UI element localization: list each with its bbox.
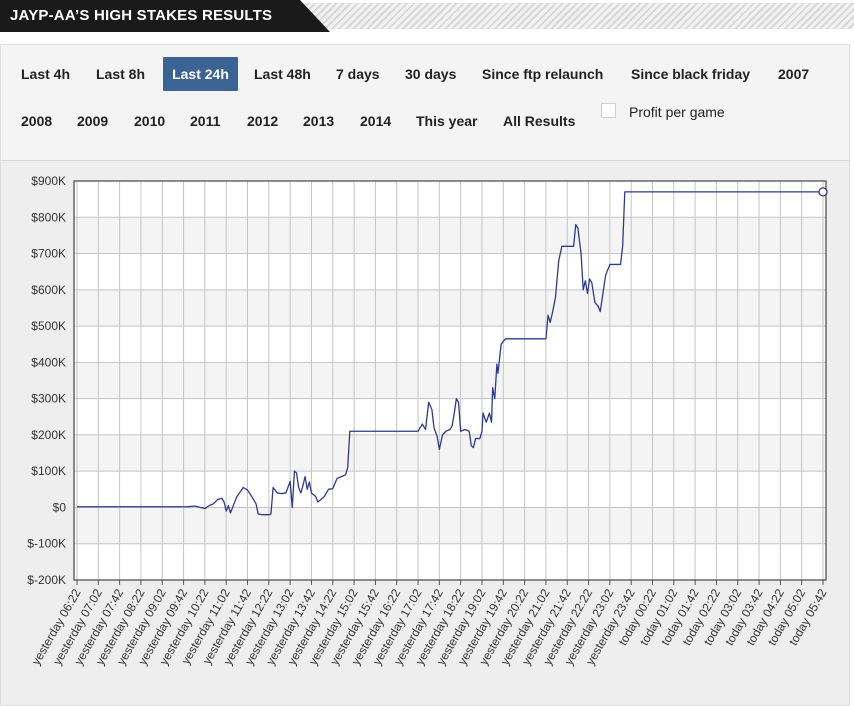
filter-2010[interactable]: 2010 [134,113,166,129]
filter-all-results[interactable]: All Results [503,113,576,129]
plot-border [73,180,827,581]
y-tick-label: $0 [53,500,67,514]
y-tick-label: $700K [31,247,66,261]
y-tick-label: $500K [31,319,66,333]
y-tick-label: $300K [31,392,66,406]
filter-7-days[interactable]: 7 days [336,66,380,82]
plot-band [74,217,826,254]
filter-last-48h[interactable]: Last 48h [254,66,311,82]
profit-per-game-label: Profit per game [629,104,725,120]
filter-30-days[interactable]: 30 days [405,66,457,82]
chart-grid [73,180,827,585]
filter-2011[interactable]: 2011 [190,113,221,129]
series-end-point [818,187,828,197]
filter-2013[interactable]: 2013 [303,113,335,129]
filter-2007[interactable]: 2007 [778,66,810,82]
title-tab: JAYP-AA’S HIGH STAKES RESULTS [0,0,330,32]
series-line [77,191,823,516]
filter-last-4h[interactable]: Last 4h [21,66,71,82]
title-bar: JAYP-AA’S HIGH STAKES RESULTS [0,0,854,32]
plot-band [74,471,826,508]
plot-band [74,253,826,290]
y-tick-label: $900K [31,174,66,188]
profit-per-game-checkbox[interactable] [601,103,616,118]
filter-2014[interactable]: 2014 [360,113,392,129]
plot-band [74,543,826,580]
y-tick-label: $100K [31,464,66,478]
page-title: JAYP-AA’S HIGH STAKES RESULTS [10,7,273,24]
plot-band [74,181,826,218]
y-tick-label: $800K [31,210,66,224]
plot-band [74,289,826,327]
plot-band [74,326,826,363]
plot-background [74,181,826,580]
filter-2009[interactable]: 2009 [77,113,109,129]
filter-2012[interactable]: 2012 [247,113,279,129]
chart-series [77,187,828,516]
filter-this-year[interactable]: This year [416,113,478,129]
y-tick-label: $-200K [27,573,66,587]
plot-band [74,507,826,544]
y-tick-label: $200K [31,428,66,442]
filter-panel: Last 4h Last 8h Last 24h Last 48h 7 days… [0,44,850,160]
plot-band [74,434,826,472]
filter-2008[interactable]: 2008 [21,113,53,129]
y-tick-label: $-100K [27,537,66,551]
y-tick-label: $600K [31,283,66,297]
title-stripes [300,3,854,29]
filter-since-ftp-relaunch[interactable]: Since ftp relaunch [482,66,604,82]
y-axis-ticks: $900K $800K $700K $600K $500K $400K $300K $200K… [27,174,66,587]
plot-band [74,362,826,399]
filter-last-24h[interactable]: Last 24h [163,57,238,91]
filter-since-black-friday[interactable]: Since black friday [631,66,751,82]
y-tick-label: $400K [31,355,66,369]
filter-last-8h[interactable]: Last 8h [96,66,146,82]
